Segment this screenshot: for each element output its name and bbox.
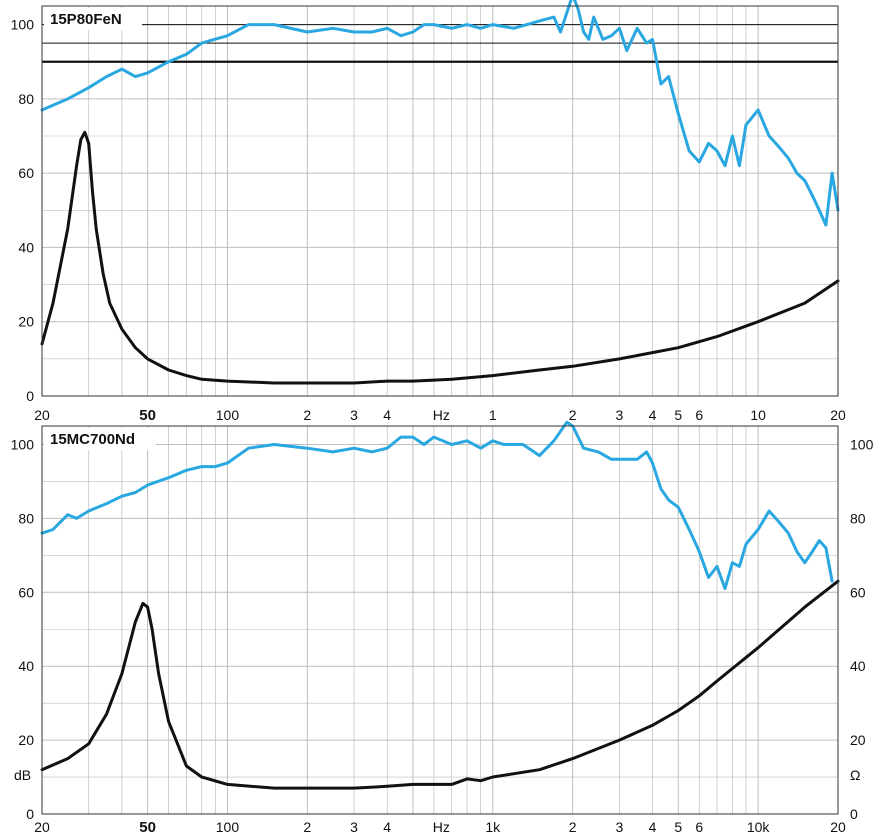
chart0-impedance-curve [40, 130, 840, 385]
chart0-x-tick-label: 20 [830, 407, 846, 423]
chart1-x-tick-label: 50 [139, 819, 156, 836]
chart1-spl-curve [40, 420, 834, 591]
chart0-x-tick-label: 3 [615, 407, 623, 423]
chart0-x-tick-label: Hz [433, 407, 450, 423]
chart0-y-tick-label: 20 [18, 314, 34, 330]
chart0-x-tick-label: 4 [383, 407, 391, 423]
chart0-x-tick-label: 10 [750, 407, 766, 423]
chart1-x-tick-label: 1k [485, 819, 501, 835]
chart1-y-tick-label: 20 [18, 732, 34, 748]
chart-15mc700nd-ylabel-left: dB [14, 767, 31, 783]
chart1-y-tick-label-right: 20 [850, 732, 866, 748]
chart1-x-tick-label: 6 [695, 819, 703, 835]
chart1-x-tick-label: 3 [350, 819, 358, 835]
chart0-x-tick-label: 20 [34, 407, 50, 423]
chart1-x-tick-label: Hz [433, 819, 450, 835]
chart1-y-tick-label-right: 80 [850, 510, 866, 526]
chart-15mc700nd-ylabel-right: Ω [850, 767, 860, 783]
chart-15mc700nd-title: 15MC700Nd [50, 431, 135, 448]
chart1-x-tick-label: 2 [303, 819, 311, 835]
chart1-x-tick-label: 100 [216, 819, 240, 835]
chart1-x-tick-label: 20 [34, 819, 50, 835]
chart1-y-tick-label: 80 [18, 510, 34, 526]
chart0-y-tick-label: 100 [11, 17, 35, 33]
chart0-y-tick-label: 40 [18, 239, 34, 255]
chart-15p80fen-curves [40, 0, 840, 385]
chart0-x-tick-label: 2 [569, 407, 577, 423]
chart1-x-tick-label: 4 [649, 819, 657, 835]
chart1-y-tick-label-right: 40 [850, 658, 866, 674]
chart1-x-tick-label: 2 [569, 819, 577, 835]
chart1-x-tick-label: 5 [674, 819, 682, 835]
chart-15p80fen-title-box [44, 8, 142, 30]
chart1-y-tick-label: 100 [11, 436, 35, 452]
chart0-y-tick-label: 80 [18, 91, 34, 107]
chart0-x-tick-label: 3 [350, 407, 358, 423]
chart0-y-tick-label: 60 [18, 165, 34, 181]
chart-15mc700nd-title-box [44, 428, 156, 450]
chart1-y-tick-label-right: 0 [850, 806, 858, 822]
chart0-x-tick-label: 50 [139, 407, 156, 424]
chart0-x-tick-label: 2 [303, 407, 311, 423]
chart0-x-tick-label: 6 [695, 407, 703, 423]
chart-15mc700nd-plot-area [42, 426, 838, 814]
chart0-x-tick-label: 1 [489, 407, 497, 423]
chart0-y-tick-label: 0 [26, 388, 34, 404]
chart1-x-tick-label: 10k [747, 819, 771, 835]
chart1-y-tick-label-right: 60 [850, 584, 866, 600]
chart-15mc700nd-frame [41, 425, 839, 815]
chart0-spl-curve [40, 0, 840, 227]
chart1-x-tick-label: 3 [615, 819, 623, 835]
chart-15p80fen-title: 15P80FeN [50, 11, 122, 28]
chart1-y-tick-label: 40 [18, 658, 34, 674]
chart-15mc700nd-curves [40, 420, 840, 790]
chart0-x-tick-label: 100 [216, 407, 240, 423]
chart1-x-tick-label: 20 [830, 819, 846, 835]
chart1-impedance-curve [40, 579, 840, 790]
chart-15mc700nd-hgrid [42, 443, 838, 778]
chart1-x-tick-label: 4 [383, 819, 391, 835]
chart0-x-tick-label: 4 [649, 407, 657, 423]
chart1-y-tick-label-right: 100 [850, 436, 874, 452]
chart-15mc700nd: 20 50 100 2 3 4 Hz 1k 2 3 4 5 6 10k 200204060801000204… [11, 420, 874, 836]
chart-15p80fen-plot-area [42, 6, 838, 396]
chart-15p80fen-frame [41, 5, 839, 397]
chart0-x-tick-label: 5 [674, 407, 682, 423]
chart1-y-tick-label: 0 [26, 806, 34, 822]
chart-15mc700nd-tick-labels: 20 50 100 2 3 4 Hz 1k 2 3 4 5 6 10k 200204060801000204… [11, 436, 874, 836]
chart1-y-tick-label: 60 [18, 584, 34, 600]
